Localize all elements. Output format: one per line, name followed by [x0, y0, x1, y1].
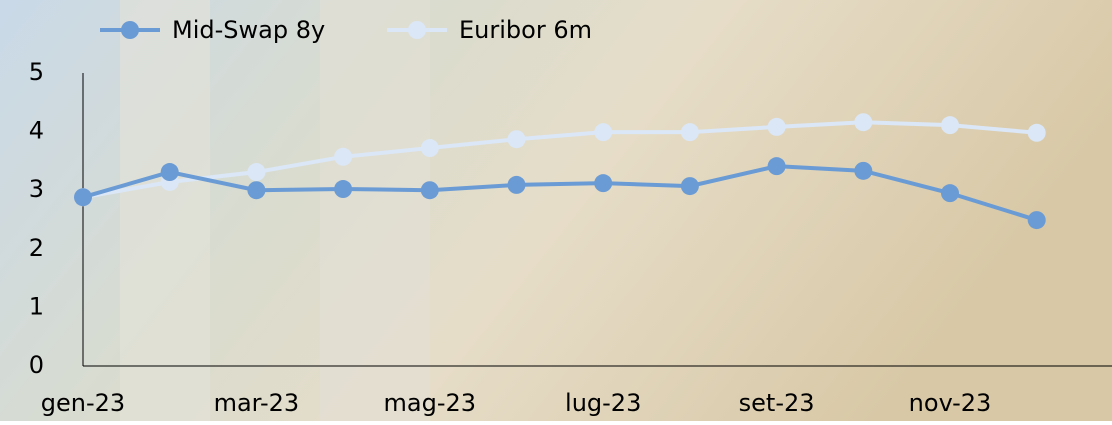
x-tick-label: lug-23 — [565, 389, 641, 417]
x-tick-label: mag-23 — [384, 389, 477, 417]
data-point — [854, 162, 872, 180]
data-point — [768, 157, 786, 175]
legend-label: Mid-Swap 8y — [172, 16, 325, 44]
legend-marker — [121, 21, 139, 39]
background-pipe — [120, 0, 210, 421]
x-tick-label: gen-23 — [41, 389, 125, 417]
data-point — [768, 118, 786, 136]
data-point — [1028, 124, 1046, 142]
data-point — [247, 181, 265, 199]
y-tick-label: 1 — [29, 292, 44, 320]
legend-marker — [408, 21, 426, 39]
data-point — [941, 116, 959, 134]
x-tick-label: mar-23 — [214, 389, 300, 417]
y-tick-label: 2 — [29, 234, 44, 262]
data-point — [594, 174, 612, 192]
data-point — [161, 163, 179, 181]
y-tick-label: 5 — [29, 58, 44, 86]
data-point — [334, 148, 352, 166]
data-point — [941, 184, 959, 202]
data-point — [1028, 211, 1046, 229]
data-point — [421, 139, 439, 157]
data-point — [681, 123, 699, 141]
data-point — [334, 180, 352, 198]
data-point — [247, 163, 265, 181]
data-point — [74, 188, 92, 206]
background-pipe — [320, 0, 430, 421]
y-tick-label: 3 — [29, 175, 44, 203]
x-tick-label: set-23 — [739, 389, 815, 417]
data-point — [421, 181, 439, 199]
y-tick-label: 4 — [29, 117, 44, 145]
data-point — [854, 113, 872, 131]
data-point — [681, 177, 699, 195]
data-point — [594, 123, 612, 141]
legend-label: Euribor 6m — [459, 16, 592, 44]
chart: 0 1 2 3 4 5 gen-23 mar-23 mag-23 lug-23 set-23 nov-… — [0, 0, 1112, 421]
data-point — [508, 130, 526, 148]
y-tick-label: 0 — [29, 351, 44, 379]
x-tick-label: nov-23 — [909, 389, 992, 417]
data-point — [508, 176, 526, 194]
